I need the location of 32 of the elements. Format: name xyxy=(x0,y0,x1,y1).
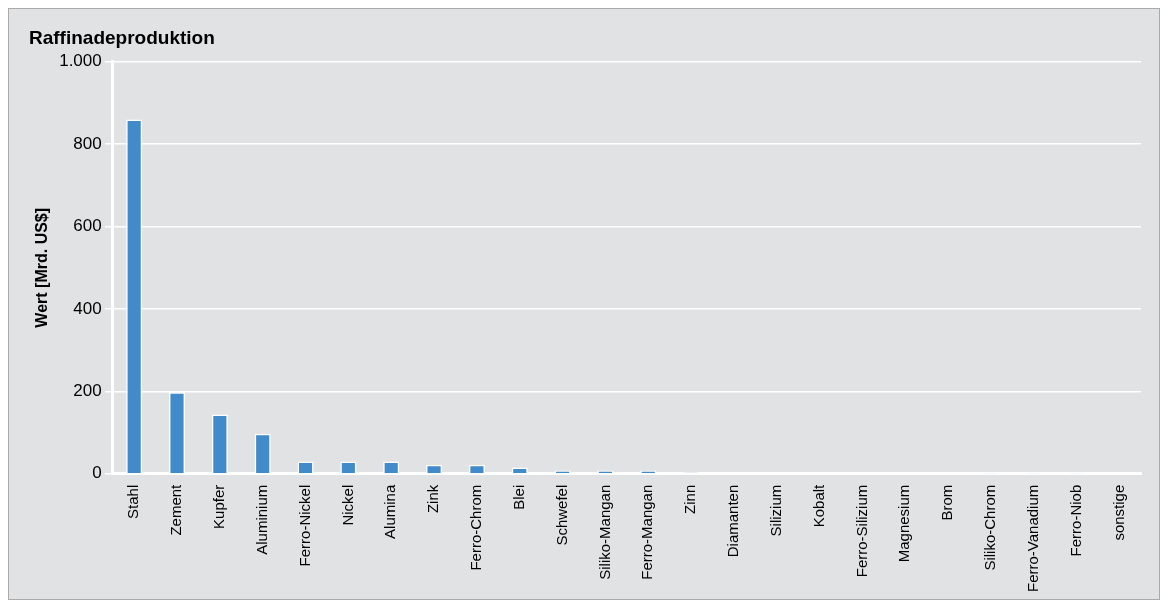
x-tick-label: sonstige xyxy=(1109,484,1127,541)
x-tick-label: Siliko-Chrom xyxy=(981,484,999,571)
x-tick-label: Ferro-Vanadium xyxy=(1024,484,1042,592)
y-axis-title: Wert [Mrd. US$] xyxy=(33,207,51,328)
x-tick-label: Aluminium xyxy=(252,484,270,555)
x-tick-label: Blei xyxy=(509,484,527,510)
x-tick-label: Zement xyxy=(167,483,185,536)
x-tick-label: Siliko-Mangan xyxy=(595,484,613,580)
x-tick-label: Ferro-Mangan xyxy=(638,484,656,580)
x-tick-label: Kupfer xyxy=(209,484,227,529)
x-tick-label: Stahl xyxy=(124,484,142,519)
y-tick-label: 1.000 xyxy=(59,51,102,71)
x-tick-label: Diamanten xyxy=(724,484,742,558)
x-tick-label: Zinn xyxy=(681,484,699,514)
x-tick-label: Alumina xyxy=(381,484,399,539)
x-tick-label: Nickel xyxy=(338,484,356,526)
y-tick-label: 600 xyxy=(73,216,102,236)
x-tick-label: Ferro-Niob xyxy=(1066,484,1084,557)
x-tick-label: Brom xyxy=(938,484,956,521)
x-tick-label: Zink xyxy=(424,484,442,514)
x-tick-label: Kobalt xyxy=(809,483,827,528)
x-tick-label: Ferro-Nickel xyxy=(295,484,313,567)
y-tick-label: 0 xyxy=(92,463,102,483)
x-tick-label: Schwefel xyxy=(552,484,570,546)
y-tick-label: 200 xyxy=(73,381,102,401)
y-tick-label: 800 xyxy=(73,133,102,153)
x-tick-label: Ferro-Chrom xyxy=(467,484,485,571)
chart-title: Raffinadeproduktion xyxy=(29,26,215,48)
x-tick-label: Ferro-Silizium xyxy=(852,484,870,578)
x-tick-label: Magnesium xyxy=(895,484,913,563)
y-tick-label: 400 xyxy=(73,298,102,318)
x-tick-label: Silizium xyxy=(766,484,784,537)
